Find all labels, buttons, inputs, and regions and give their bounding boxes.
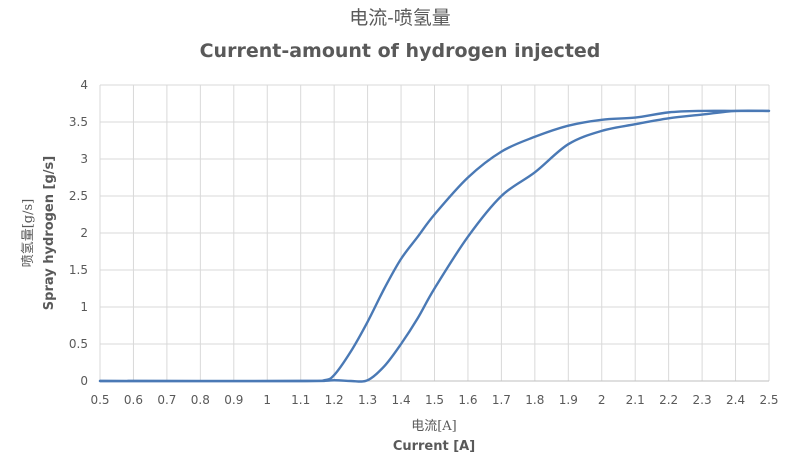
x-tick-label: 2.3: [693, 393, 712, 407]
x-tick-label: 1.4: [392, 393, 411, 407]
y-tick-label: 2: [80, 226, 88, 240]
x-axis-label-cn: 电流[A]: [411, 419, 457, 434]
y-axis-label-en: Spray hydrogen [g/s]: [42, 156, 57, 310]
x-tick-label: 1.1: [291, 393, 310, 407]
y-tick-label: 3: [80, 152, 88, 166]
x-tick-label: 2: [598, 393, 606, 407]
y-tick-label: 2.5: [69, 189, 88, 203]
y-tick-label: 0: [80, 374, 88, 388]
x-tick-label: 1.2: [325, 393, 344, 407]
y-tick-label: 0.5: [69, 337, 88, 351]
chart-title-en: Current-amount of hydrogen injected: [200, 40, 601, 62]
y-tick-label: 1.5: [69, 263, 88, 277]
x-tick-label: 0.6: [124, 393, 143, 407]
y-tick-label: 3.5: [69, 115, 88, 129]
x-tick-labels: 0.5 0.6 0.7 0.8 0.9 1 1.1 1.2 1.3 1.4 1.5 1.6 1.7 1.8…: [90, 393, 778, 407]
x-tick-label: 1.9: [559, 393, 578, 407]
x-tick-label: 0.8: [191, 393, 210, 407]
series-line-1: [98, 109, 771, 383]
x-tick-label: 1.3: [358, 393, 377, 407]
chart-title-cn: 电流-喷氢量: [349, 7, 450, 29]
x-tick-label: 1: [263, 393, 271, 407]
x-tick-label: 1.5: [425, 393, 444, 407]
x-tick-label: 0.7: [157, 393, 176, 407]
x-tick-label: 1.7: [492, 393, 511, 407]
x-tick-label: 0.5: [90, 393, 109, 407]
x-tick-label: 2.1: [626, 393, 645, 407]
y-tick-label: 4: [80, 78, 88, 92]
x-tick-label: 1.6: [458, 393, 477, 407]
series-lines: [98, 109, 771, 383]
gridlines: [99, 84, 770, 382]
y-tick-labels: 0 0.5 1 1.5 2 2.5 3 3.5 4: [69, 78, 88, 388]
x-tick-label: 2.5: [759, 393, 778, 407]
x-tick-label: 1.8: [525, 393, 544, 407]
series-line-2: [98, 109, 771, 383]
y-tick-label: 1: [80, 300, 88, 314]
y-axis-label-cn: 喷氢量[g/s]: [21, 199, 36, 268]
x-tick-label: 2.2: [659, 393, 678, 407]
x-tick-label: 2.4: [726, 393, 745, 407]
x-tick-label: 0.9: [224, 393, 243, 407]
x-axis-label-en: Current [A]: [393, 439, 475, 454]
